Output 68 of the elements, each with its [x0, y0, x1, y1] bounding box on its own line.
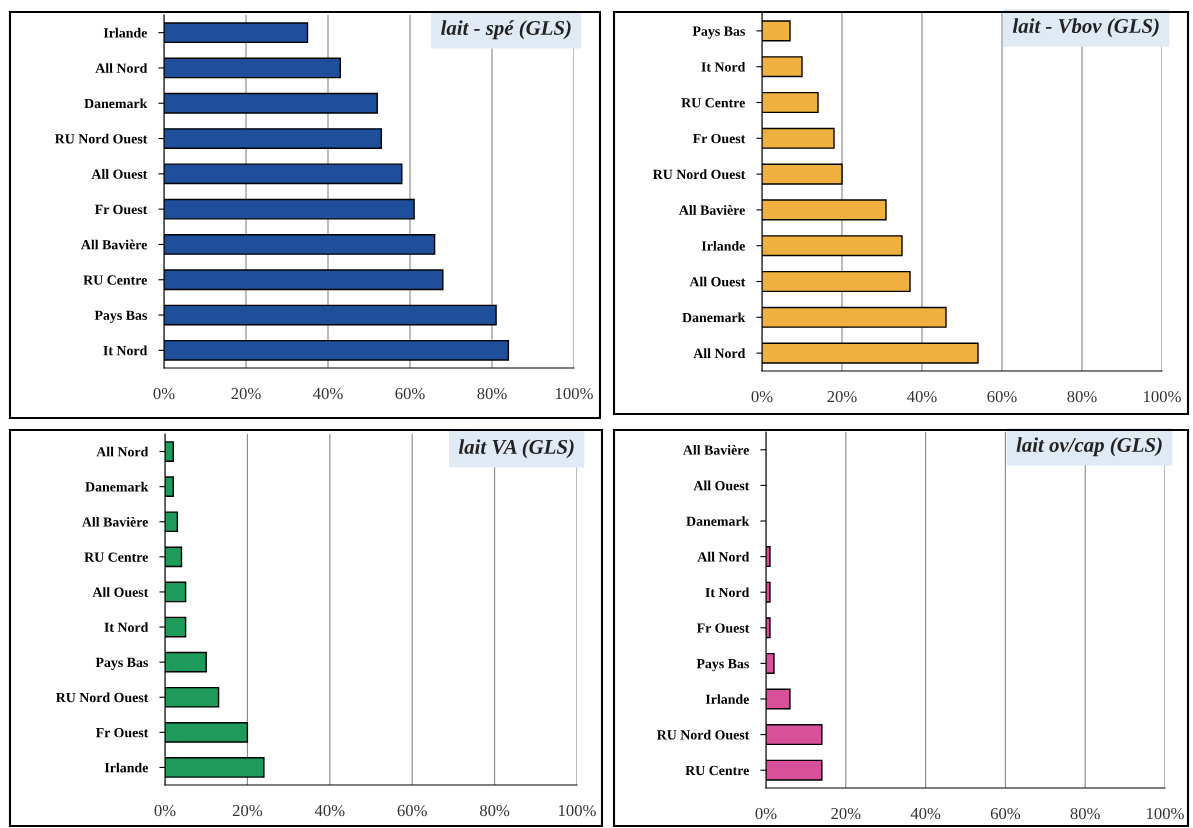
y-tick-label: All Bavière: [678, 205, 745, 215]
y-tick-label: RU Nord Ouest: [656, 729, 750, 740]
y-tick-label: It Nord: [104, 622, 149, 633]
y-tick-label: Fr Ouest: [692, 133, 746, 144]
y-tick-label: RU Centre: [84, 552, 148, 562]
y-tick-label: Pays Bas: [696, 659, 749, 672]
x-tick-label: 100%: [1147, 807, 1184, 820]
x-tick-label: 20%: [827, 390, 857, 403]
y-tick-label: All Bavière: [682, 444, 749, 455]
y-tick-label: RU Centre: [685, 765, 749, 776]
y-tick-label: It Nord: [701, 61, 746, 72]
x-tick-label: 80%: [479, 804, 510, 817]
x-tick-label: 80%: [477, 387, 507, 400]
y-tick-label: All Ouest: [693, 480, 750, 491]
y-tick-label: RU Nord Ouest: [55, 692, 149, 703]
x-tick-label: 40%: [907, 390, 937, 403]
y-tick-label: RU Centre: [681, 98, 745, 108]
y-tick-label: Danemark: [85, 481, 149, 492]
y-tick-label: Irlande: [104, 762, 148, 773]
y-tick-label: It Nord: [705, 587, 750, 598]
y-tick-label: All Bavière: [80, 239, 147, 250]
y-tick-label: Irlande: [701, 240, 745, 251]
x-tick-label: 40%: [910, 807, 941, 820]
x-tick-label: 60%: [987, 390, 1017, 403]
x-tick-label: 100%: [556, 387, 593, 400]
y-tick-label: Irlande: [103, 27, 147, 38]
y-tick-label: Irlande: [705, 694, 749, 704]
y-tick-label: All Nord: [96, 446, 149, 457]
x-tick-label: 0%: [153, 387, 175, 400]
x-tick-label: 40%: [314, 804, 345, 817]
chart-title: lait - spé (GLS): [441, 20, 571, 40]
y-tick-label: All Ouest: [92, 587, 149, 597]
y-tick-label: Fr Ouest: [696, 623, 750, 633]
x-tick-label: 100%: [559, 804, 596, 817]
y-tick-label: Danemark: [84, 98, 148, 109]
x-tick-label: 20%: [231, 387, 261, 400]
x-tick-label: 60%: [990, 807, 1021, 820]
y-tick-label: All Bavière: [81, 516, 148, 527]
y-tick-label: Danemark: [686, 516, 750, 526]
y-tick-label: It Nord: [103, 345, 148, 356]
y-tick-label: RU Nord Ouest: [54, 133, 148, 144]
chart-title: lait VA (GLS): [458, 439, 574, 459]
y-tick-label: Fr Ouest: [95, 727, 149, 738]
x-tick-label: 0%: [154, 804, 176, 817]
x-tick-label: 100%: [1144, 390, 1181, 403]
y-tick-label: All Ouest: [91, 169, 148, 179]
y-tick-label: All Nord: [95, 63, 148, 73]
x-tick-label: 0%: [751, 390, 773, 403]
y-tick-label: Pays Bas: [94, 310, 147, 323]
y-tick-label: Pays Bas: [95, 657, 148, 670]
x-tick-label: 20%: [232, 804, 263, 817]
y-tick-label: Danemark: [682, 312, 746, 323]
x-tick-label: 80%: [1070, 807, 1100, 820]
chart-title: lait ov/cap (GLS): [1016, 437, 1162, 457]
y-tick-label: Fr Ouest: [94, 204, 148, 215]
y-tick-label: All Ouest: [689, 276, 746, 287]
x-tick-label: 60%: [397, 804, 427, 817]
x-tick-label: 40%: [313, 387, 343, 400]
y-tick-label: RU Nord Ouest: [652, 169, 746, 180]
y-tick-label: All Nord: [693, 348, 746, 359]
x-tick-label: 80%: [1067, 390, 1097, 403]
y-tick-label: RU Centre: [83, 275, 147, 285]
x-tick-label: 20%: [831, 807, 861, 820]
y-tick-label: All Nord: [697, 551, 750, 562]
x-tick-label: 60%: [395, 387, 425, 400]
y-tick-label: Pays Bas: [692, 26, 745, 39]
chart-title: lait - Vbov (GLS): [1012, 18, 1159, 38]
x-tick-label: 0%: [755, 807, 777, 820]
